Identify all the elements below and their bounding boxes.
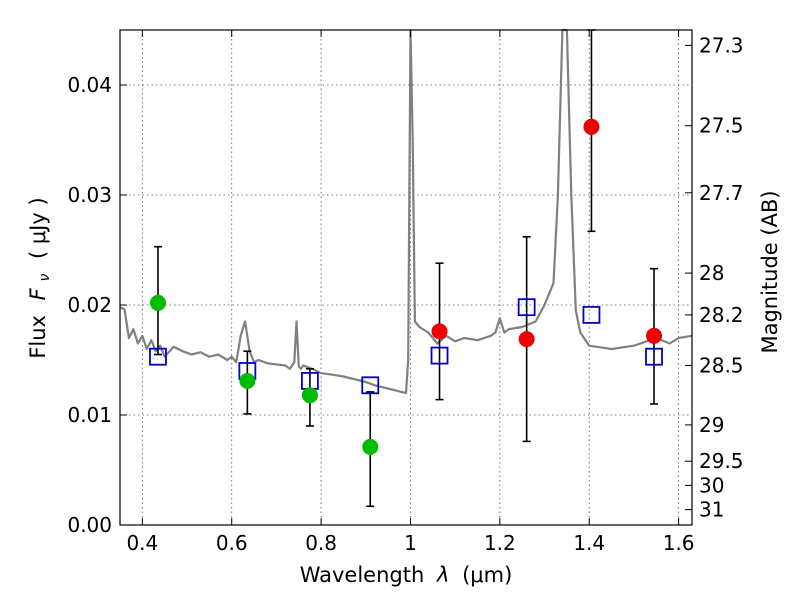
tick-layer: 0.4 0.6 0.8 1 1.2 1.4 1.6 0.00 0.01 0.02 0.03 0.04 2… [67, 30, 744, 555]
y-tick-label: 0.01 [67, 403, 112, 427]
x-tick-label: 0.6 [216, 531, 248, 555]
x-tick-label: 0.8 [305, 531, 337, 555]
plot-frame [119, 29, 693, 526]
green-data-point [301, 387, 318, 404]
x-tick-label: 1.4 [573, 531, 605, 555]
green-data-point [149, 294, 166, 311]
y2-tick-label: 28.5 [699, 354, 744, 378]
x-tick-label: 1.6 [663, 531, 695, 555]
model-square-point [430, 346, 449, 365]
y-tick-label: 0.03 [67, 183, 112, 207]
y2-tick-label: 27.5 [699, 114, 744, 138]
spectrum-line [119, 28, 693, 395]
y2-tick-label: 29.5 [699, 449, 744, 473]
red-data-point [583, 118, 600, 135]
model-square-point [361, 376, 380, 395]
y2-tick-label: 27.3 [699, 33, 744, 57]
y-tick-label: 0.00 [67, 513, 112, 537]
y2-tick-label: 29 [699, 413, 724, 437]
y2-tick-label: 28.2 [699, 303, 744, 327]
y2-tick-label: 31 [699, 498, 724, 522]
green-data-point [362, 438, 379, 455]
x-tick-label: 1 [404, 531, 417, 555]
model-square-point [517, 298, 536, 317]
y-tick-label: 0.04 [67, 73, 112, 97]
x-tick-label: 0.4 [126, 531, 158, 555]
y-tick-label: 0.02 [67, 293, 112, 317]
y2-axis-label: Magnitude (AB) [758, 190, 782, 353]
model-square-point [149, 347, 167, 366]
y2-tick-label: 28 [699, 261, 724, 285]
x-tick-label: 1.2 [484, 531, 516, 555]
y2-tick-label: 30 [699, 473, 724, 497]
green-data-point [239, 372, 256, 389]
red-data-point [646, 327, 663, 344]
y2-tick-label: 27.7 [699, 181, 744, 205]
red-data-point [431, 323, 448, 340]
grid-layer [120, 30, 692, 526]
model-square-point [645, 347, 663, 366]
red-data-point [518, 331, 535, 348]
y-axis-label: Flux F ν ( μJy ) [26, 197, 54, 358]
x-axis-label: Wavelength λ (μm) [300, 563, 513, 587]
model-square-point [582, 305, 601, 324]
plot-layer [119, 28, 693, 508]
